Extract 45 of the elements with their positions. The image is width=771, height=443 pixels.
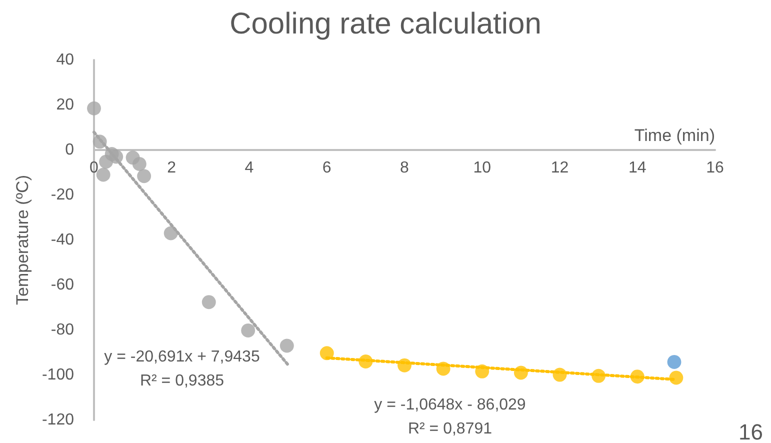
point	[398, 358, 412, 372]
point	[241, 323, 256, 338]
point	[87, 101, 101, 116]
x-axis-title: Time (min)	[634, 126, 715, 145]
point	[475, 364, 490, 378]
x-tick-label: 4	[244, 160, 254, 176]
y-tick-label: -120	[42, 412, 74, 428]
annotation: y = -20,691x + 7,9435 R² = 0,9385	[104, 348, 260, 390]
point	[669, 370, 684, 385]
y-tick-label: 20	[56, 96, 74, 114]
point	[109, 150, 124, 164]
point	[280, 338, 294, 353]
x-tick-label: 2	[167, 160, 176, 176]
y-tick-label: -60	[50, 276, 74, 294]
point	[320, 346, 334, 360]
x-tick-label: 6	[322, 160, 332, 176]
point	[514, 366, 528, 380]
point	[164, 226, 178, 240]
y-tick-label: -80	[50, 322, 74, 338]
text: 16	[738, 420, 763, 443]
x-tick-label: 14	[628, 160, 646, 176]
x-tick-label: 8	[400, 160, 410, 176]
point	[92, 134, 107, 149]
point	[667, 354, 682, 369]
y-tick-label: -20	[50, 186, 74, 204]
y-axis-title: Temperature (ºC)	[13, 175, 32, 305]
x-tick-label: 0	[90, 160, 99, 176]
point	[592, 368, 606, 383]
point	[96, 168, 110, 182]
y-tick-label: -40	[50, 232, 74, 248]
point	[137, 169, 152, 184]
point	[358, 354, 373, 368]
x-tick-label: 10	[473, 160, 492, 176]
point	[132, 156, 146, 171]
point	[630, 370, 644, 384]
y-tick-label: 0	[65, 142, 74, 158]
point	[436, 362, 450, 376]
x-tick-label: 16	[706, 160, 724, 176]
point	[552, 368, 567, 382]
x-tick-label: 12	[550, 160, 569, 176]
chart-title: Cooling rate calculation	[230, 8, 542, 40]
y-tick-label: 40	[56, 52, 74, 68]
annotation: y = -1,0648x - 86,029 R² = 0,8791	[374, 396, 526, 438]
y-tick-label: -100	[42, 366, 74, 384]
point	[202, 295, 216, 310]
